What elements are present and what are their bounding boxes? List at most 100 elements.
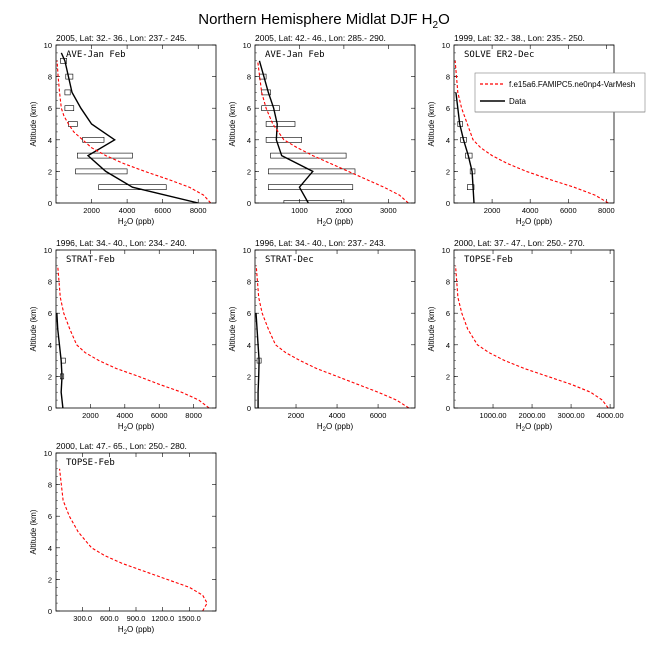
panel-title: 2000, Lat: 37.- 47., Lon: 250.- 270. bbox=[454, 238, 585, 248]
y-tick-label: 0 bbox=[48, 199, 52, 208]
panel-inner-label: STRAT-Dec bbox=[265, 255, 314, 265]
x-tick-label: 3000.00 bbox=[558, 411, 585, 420]
x-tick-label: 1000.00 bbox=[479, 411, 506, 420]
panel-inner-label: TOPSE-Feb bbox=[464, 255, 513, 265]
panel-inner-label: STRAT-Feb bbox=[66, 255, 115, 265]
y-tick-label: 6 bbox=[446, 309, 450, 318]
panel-title: 1996, Lat: 34.- 40., Lon: 234.- 240. bbox=[56, 238, 187, 248]
x-tick-label: 6000 bbox=[370, 411, 387, 420]
y-tick-label: 4 bbox=[48, 341, 52, 350]
data-range-box bbox=[64, 89, 71, 96]
y-tick-label: 6 bbox=[48, 309, 52, 318]
panel-frame bbox=[55, 44, 217, 204]
y-axis-label: Altitude (km) bbox=[228, 306, 237, 351]
panel-title: 2005, Lat: 32.- 36., Lon: 237.- 245. bbox=[56, 33, 187, 43]
x-tick-label: 8000 bbox=[190, 206, 207, 215]
panel-inner-label: AVE-Jan Feb bbox=[265, 50, 325, 60]
y-tick-label: 10 bbox=[44, 41, 52, 50]
y-tick-label: 4 bbox=[446, 136, 450, 145]
y-axis-label: Altitude (km) bbox=[29, 101, 38, 146]
panel-inner-label: SOLVE ER2-Dec bbox=[464, 50, 534, 60]
model-series-line bbox=[455, 265, 609, 408]
legend: f.e15a6.FAMIPC5.ne0np4-VarMesh Data bbox=[474, 72, 646, 113]
y-axis-label: Altitude (km) bbox=[427, 101, 436, 146]
y-tick-label: 4 bbox=[247, 341, 251, 350]
y-tick-label: 2 bbox=[446, 372, 450, 381]
y-axis-label: Altitude (km) bbox=[228, 101, 237, 146]
x-tick-label: 6000 bbox=[151, 411, 168, 420]
y-tick-label: 10 bbox=[442, 41, 450, 50]
x-tick-label: 2000 bbox=[288, 411, 305, 420]
y-tick-label: 4 bbox=[48, 544, 52, 553]
panel-title: 1996, Lat: 34.- 40., Lon: 237.- 243. bbox=[255, 238, 386, 248]
y-tick-label: 10 bbox=[243, 246, 251, 255]
data-range-box bbox=[68, 121, 78, 127]
data-series-line bbox=[258, 60, 314, 203]
y-tick-label: 8 bbox=[446, 73, 450, 82]
y-tick-label: 4 bbox=[48, 136, 52, 145]
plot-area bbox=[59, 468, 208, 611]
x-tick-label: 4000 bbox=[522, 206, 539, 215]
plot-area bbox=[454, 60, 609, 203]
legend-box bbox=[474, 72, 646, 113]
data-range-box bbox=[82, 137, 105, 143]
y-tick-label: 0 bbox=[446, 404, 450, 413]
data-range-box bbox=[77, 152, 133, 159]
y-tick-label: 8 bbox=[48, 481, 52, 490]
panel-1: 2005, Lat: 32.- 36., Lon: 237.- 245. 0 2 4 6… bbox=[29, 33, 217, 228]
plot-area bbox=[255, 265, 410, 408]
legend-data-label: Data bbox=[509, 97, 526, 106]
panel-inner-label: TOPSE-Feb bbox=[66, 458, 115, 468]
y-tick-label: 0 bbox=[446, 199, 450, 208]
y-tick-label: 10 bbox=[243, 41, 251, 50]
y-tick-label: 8 bbox=[48, 278, 52, 287]
data-range-box bbox=[467, 184, 475, 190]
data-series-line bbox=[60, 52, 199, 203]
y-tick-label: 4 bbox=[446, 341, 450, 350]
x-tick-label: 2000.00 bbox=[518, 411, 545, 420]
legend-model-label: f.e15a6.FAMIPC5.ne0np4-VarMesh bbox=[509, 80, 635, 89]
x-axis-label: H2O (ppb) bbox=[118, 422, 155, 433]
data-series-line bbox=[56, 313, 64, 408]
y-tick-label: 0 bbox=[48, 404, 52, 413]
plot-area bbox=[257, 60, 409, 203]
x-tick-label: 900.0 bbox=[127, 614, 146, 623]
data-series-line bbox=[255, 313, 260, 408]
y-tick-label: 0 bbox=[48, 607, 52, 616]
x-axis-label: H2O (ppb) bbox=[118, 625, 155, 636]
y-tick-label: 4 bbox=[247, 136, 251, 145]
panel-title: 2005, Lat: 42.- 46., Lon: 285.- 290. bbox=[255, 33, 386, 43]
plot-area bbox=[455, 265, 609, 408]
figure-title: Northern Hemisphere Midlat DJF H2O bbox=[198, 11, 449, 31]
panel-2: 2005, Lat: 42.- 46., Lon: 285.- 290. 0 2 4 6… bbox=[228, 33, 416, 228]
y-tick-label: 2 bbox=[48, 372, 52, 381]
panels: 2005, Lat: 32.- 36., Lon: 237.- 245. 0 2 4 6… bbox=[29, 33, 624, 636]
x-axis-label: H2O (ppb) bbox=[516, 422, 553, 433]
panel-3: 1999, Lat: 32.- 38., Lon: 235.- 250. 0 2 4 6… bbox=[427, 33, 615, 228]
x-tick-label: 1000 bbox=[291, 206, 308, 215]
data-range-box bbox=[64, 105, 75, 111]
x-tick-label: 6000 bbox=[560, 206, 577, 215]
panel-frame bbox=[453, 44, 615, 204]
x-tick-label: 6000 bbox=[154, 206, 171, 215]
x-tick-label: 2000 bbox=[82, 411, 99, 420]
x-axis-label: H2O (ppb) bbox=[317, 217, 354, 228]
panel-frame bbox=[55, 249, 217, 409]
data-range-box bbox=[265, 121, 296, 127]
x-tick-label: 8000 bbox=[598, 206, 615, 215]
y-tick-label: 10 bbox=[44, 246, 52, 255]
data-series-line bbox=[455, 92, 475, 203]
panel-inner-label: AVE-Jan Feb bbox=[66, 50, 126, 60]
y-tick-label: 8 bbox=[48, 73, 52, 82]
data-range-box bbox=[98, 184, 167, 190]
data-range-box bbox=[268, 168, 356, 175]
panel-6: 2000, Lat: 37.- 47., Lon: 250.- 270. 0 2 4 6… bbox=[427, 238, 624, 433]
data-range-box bbox=[268, 184, 354, 190]
model-series-line bbox=[255, 265, 410, 408]
x-tick-label: 4000 bbox=[116, 411, 133, 420]
panel-title: 1999, Lat: 32.- 38., Lon: 235.- 250. bbox=[454, 33, 585, 43]
data-range-box bbox=[75, 168, 128, 175]
x-tick-label: 2000 bbox=[484, 206, 501, 215]
x-tick-label: 1500.0 bbox=[178, 614, 201, 623]
